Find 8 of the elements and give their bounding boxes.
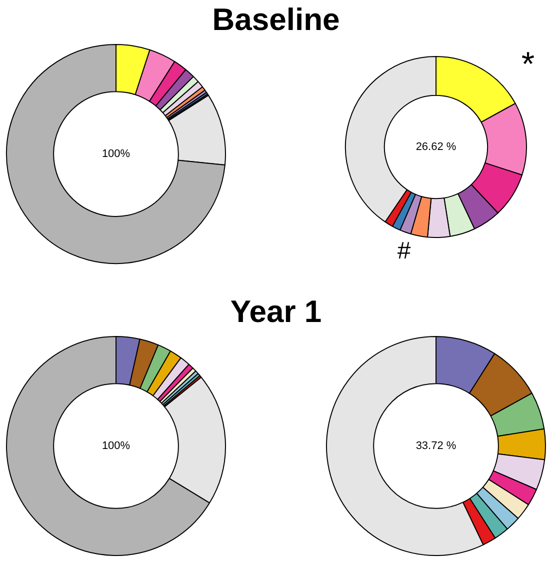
text: 26.62 %	[416, 141, 456, 154]
text: 100%	[102, 148, 130, 160]
text: 33.72 %	[416, 440, 456, 452]
text: *	[521, 45, 535, 84]
text: 100%	[102, 440, 130, 452]
chart-title: Year 1	[229, 293, 323, 331]
chart-title: Baseline	[211, 1, 341, 39]
text: #	[397, 238, 412, 265]
